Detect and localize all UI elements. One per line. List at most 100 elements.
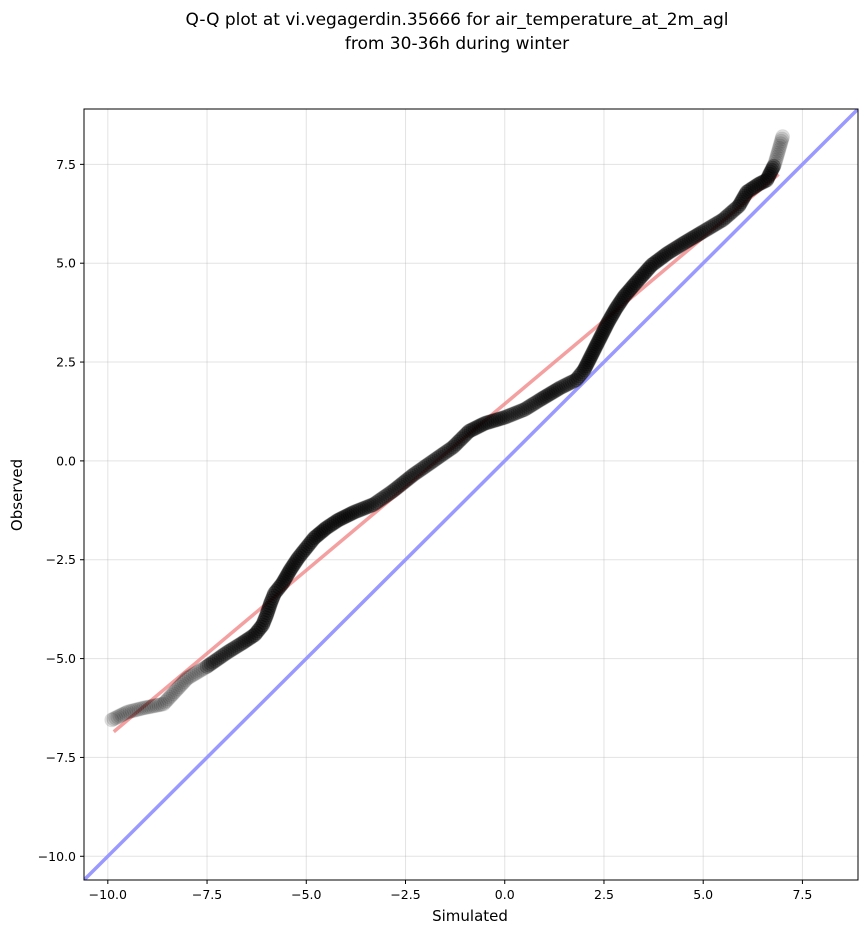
data-point bbox=[445, 439, 461, 455]
data-point bbox=[719, 209, 735, 225]
data-point bbox=[153, 696, 169, 712]
data-point bbox=[155, 696, 171, 712]
data-point bbox=[770, 145, 786, 161]
data-point bbox=[313, 524, 329, 540]
data-point bbox=[709, 215, 725, 231]
data-point bbox=[583, 348, 599, 364]
data-point bbox=[612, 295, 628, 311]
data-point bbox=[689, 227, 705, 243]
data-point bbox=[174, 675, 190, 691]
data-point bbox=[195, 661, 211, 677]
data-point bbox=[642, 259, 658, 275]
data-point bbox=[427, 452, 443, 468]
data-point bbox=[585, 344, 601, 360]
data-point bbox=[311, 526, 327, 542]
data-point bbox=[564, 374, 580, 390]
data-point bbox=[144, 698, 160, 714]
y-tick-label: −10.0 bbox=[38, 849, 76, 864]
data-point bbox=[221, 643, 237, 659]
data-point bbox=[703, 219, 719, 235]
data-point bbox=[534, 390, 550, 406]
data-point bbox=[435, 446, 451, 462]
data-point bbox=[747, 179, 763, 195]
data-point bbox=[671, 238, 687, 254]
data-point bbox=[575, 364, 591, 380]
data-point bbox=[683, 231, 699, 247]
data-point bbox=[243, 629, 259, 645]
data-point bbox=[298, 540, 314, 556]
data-point bbox=[506, 406, 522, 422]
data-point bbox=[332, 511, 348, 527]
data-point bbox=[514, 402, 530, 418]
data-point bbox=[663, 243, 679, 259]
data-point bbox=[604, 307, 620, 323]
data-point bbox=[540, 387, 556, 403]
data-point bbox=[366, 496, 382, 512]
data-point bbox=[667, 240, 683, 256]
data-point bbox=[301, 536, 317, 552]
data-point bbox=[720, 207, 736, 223]
data-point bbox=[562, 375, 578, 391]
data-point bbox=[340, 507, 356, 523]
data-point bbox=[568, 372, 584, 388]
data-point bbox=[197, 660, 213, 676]
data-point bbox=[346, 504, 362, 520]
data-point bbox=[722, 206, 738, 222]
data-point bbox=[402, 470, 418, 486]
data-point bbox=[775, 129, 791, 145]
data-point bbox=[162, 689, 178, 705]
data-point bbox=[591, 332, 607, 348]
data-point bbox=[673, 237, 689, 253]
data-point bbox=[636, 266, 652, 282]
data-point bbox=[600, 315, 616, 331]
data-point bbox=[211, 650, 227, 666]
data-point bbox=[201, 657, 217, 673]
data-point bbox=[219, 645, 235, 661]
data-point bbox=[372, 492, 388, 508]
data-point bbox=[441, 442, 457, 458]
data-point bbox=[328, 514, 344, 530]
data-point bbox=[108, 710, 124, 726]
data-point bbox=[665, 242, 681, 258]
data-point bbox=[209, 652, 225, 668]
data-point bbox=[713, 213, 729, 229]
data-point bbox=[661, 244, 677, 260]
data-point bbox=[106, 711, 122, 727]
data-point bbox=[274, 575, 290, 591]
data-point bbox=[458, 426, 474, 442]
data-point bbox=[391, 478, 407, 494]
data-point bbox=[398, 472, 414, 488]
data-point bbox=[265, 590, 281, 606]
data-point bbox=[606, 305, 622, 321]
data-point bbox=[634, 268, 650, 284]
data-point bbox=[193, 662, 209, 678]
data-point bbox=[191, 663, 207, 679]
data-point bbox=[364, 497, 380, 513]
data-point bbox=[286, 556, 302, 572]
data-point bbox=[357, 500, 373, 516]
data-point bbox=[439, 443, 455, 459]
data-point bbox=[288, 554, 304, 570]
data-point bbox=[316, 522, 332, 538]
data-point bbox=[764, 162, 780, 178]
y-tick-label: 2.5 bbox=[56, 355, 76, 370]
data-point bbox=[292, 548, 308, 564]
data-point bbox=[447, 437, 463, 453]
data-point bbox=[459, 425, 475, 441]
data-point bbox=[419, 457, 435, 473]
data-point bbox=[488, 412, 504, 428]
data-point bbox=[409, 464, 425, 480]
data-point bbox=[767, 154, 783, 170]
data-point bbox=[492, 411, 508, 427]
data-point bbox=[707, 216, 723, 232]
data-point bbox=[521, 399, 537, 415]
data-point bbox=[157, 694, 173, 710]
data-point bbox=[588, 338, 604, 354]
data-point bbox=[608, 301, 624, 317]
data-point bbox=[658, 247, 674, 263]
data-point bbox=[170, 681, 186, 697]
data-point bbox=[741, 183, 757, 199]
data-point bbox=[737, 188, 753, 204]
data-point bbox=[733, 194, 749, 210]
